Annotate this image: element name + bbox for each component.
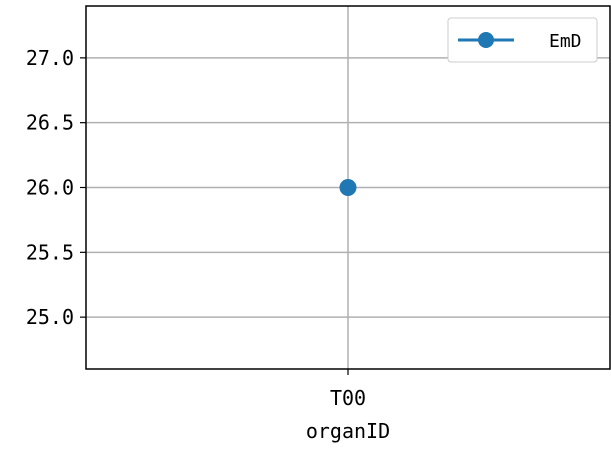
- y-tick-label: 26.5: [26, 111, 74, 135]
- series-group: [339, 179, 357, 196]
- x-tick-label: T00: [330, 386, 366, 410]
- legend-marker-swatch: [478, 32, 494, 48]
- legend: EmD: [447, 17, 598, 63]
- y-axis: 25.0 25.5 26.0 26.5 27.0: [26, 46, 86, 329]
- y-tick-label: 26.0: [26, 176, 74, 200]
- x-axis-label: organID: [306, 419, 390, 443]
- legend-label: EmD: [549, 31, 582, 52]
- x-axis: T00: [330, 369, 366, 410]
- y-tick-label: 27.0: [26, 46, 74, 70]
- legend-box: [447, 17, 598, 63]
- y-tick-label: 25.0: [26, 305, 74, 329]
- y-tick-label: 25.5: [26, 240, 74, 264]
- data-point: [339, 179, 357, 196]
